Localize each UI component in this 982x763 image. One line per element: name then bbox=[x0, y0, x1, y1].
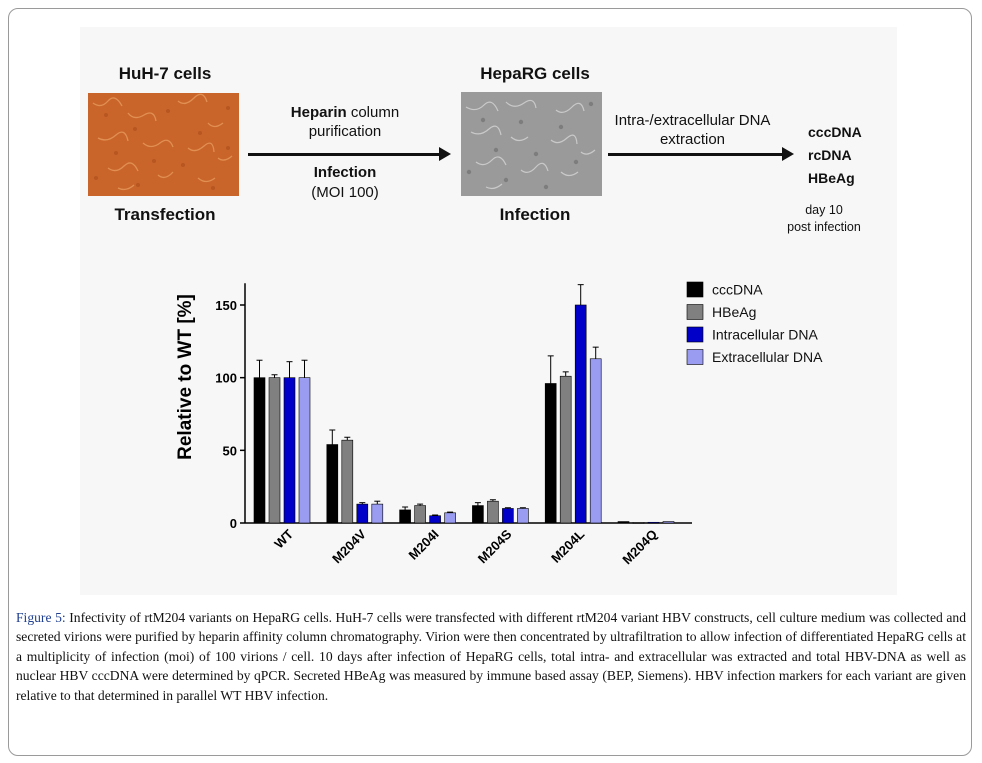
y-tick-label: 50 bbox=[223, 443, 237, 458]
x-tick-label: WT bbox=[271, 526, 296, 551]
bar-extracellular-dna bbox=[371, 503, 384, 524]
step1-line3: Infection bbox=[313, 164, 377, 181]
heparg-micrograph bbox=[461, 92, 602, 196]
x-tick-label: M204S bbox=[475, 526, 515, 566]
huh7-micrograph bbox=[88, 93, 239, 196]
y-tick-label: 150 bbox=[215, 298, 237, 313]
timepoint-line1: day 10 bbox=[805, 203, 843, 217]
x-tick-label: M204I bbox=[406, 527, 442, 563]
output-rcdna: rcDNA bbox=[808, 147, 852, 163]
bar-cccdna bbox=[399, 509, 411, 524]
bar-extracellular-dna bbox=[298, 377, 311, 524]
bar-cccdna bbox=[253, 377, 266, 524]
output-hbeag: HBeAg bbox=[808, 170, 855, 186]
y-axis-label: Relative to WT [%] bbox=[175, 294, 196, 460]
output-cccdna: cccDNA bbox=[808, 124, 862, 140]
step1-line2: purification bbox=[308, 123, 382, 140]
legend-swatch bbox=[686, 326, 704, 343]
legend-swatch bbox=[686, 281, 704, 298]
bar-intracellular-dna bbox=[356, 503, 369, 524]
caption-text: Infectivity of rtM204 variants on HepaRG… bbox=[16, 610, 966, 703]
legend-label: Intracellular DNA bbox=[712, 327, 818, 343]
bar-extracellular-dna bbox=[662, 521, 675, 524]
bar-intracellular-dna bbox=[574, 304, 587, 524]
bar-hbeag bbox=[632, 522, 645, 524]
bar-intracellular-dna bbox=[283, 377, 296, 524]
step1-line4: (MOI 100) bbox=[311, 184, 379, 201]
arrow-right-icon bbox=[248, 147, 451, 161]
legend-swatch bbox=[686, 349, 704, 365]
legend-label: HBeAg bbox=[712, 304, 756, 320]
huh7-title: HuH-7 cells bbox=[118, 64, 212, 83]
bar-extracellular-dna bbox=[444, 512, 456, 524]
y-tick-label: 0 bbox=[230, 516, 237, 531]
x-tick-label: M204Q bbox=[619, 527, 660, 568]
x-tick-label: M204L bbox=[548, 526, 587, 565]
caption-label: Figure 5: bbox=[16, 610, 66, 625]
arrow-right-icon bbox=[608, 147, 794, 161]
legend-label: Extracellular DNA bbox=[712, 349, 823, 365]
bar-hbeag bbox=[487, 500, 499, 524]
bar-cccdna bbox=[326, 444, 339, 524]
figure-caption: Figure 5: Infectivity of rtM204 variants… bbox=[16, 608, 966, 705]
x-tick-label: M204V bbox=[329, 526, 369, 566]
legend-swatch bbox=[686, 304, 704, 320]
bar-hbeag bbox=[414, 505, 426, 524]
heparg-label: Infection bbox=[499, 205, 571, 224]
bar-chart: 0 50 100 150 Relative to WT [%] WT M204V M204I M… bbox=[175, 281, 823, 568]
bar-intracellular-dna bbox=[647, 521, 660, 524]
y-tick-label: 100 bbox=[215, 371, 237, 386]
bar-intracellular-dna bbox=[502, 508, 514, 524]
step2-line1: Intra-/extracellular DNA bbox=[614, 112, 771, 129]
bar-hbeag bbox=[559, 375, 572, 524]
step2-line2: extraction bbox=[659, 131, 726, 148]
timepoint-line2: post infection bbox=[787, 220, 861, 234]
heparg-title: HepaRG cells bbox=[480, 64, 590, 83]
legend-label: cccDNA bbox=[712, 282, 763, 298]
bar-hbeag bbox=[341, 439, 354, 524]
bar-hbeag bbox=[268, 377, 281, 524]
bar-extracellular-dna bbox=[517, 508, 529, 524]
bar-cccdna bbox=[472, 505, 484, 524]
step1-line1: Heparin column bbox=[290, 104, 400, 121]
bar-cccdna bbox=[617, 521, 630, 524]
bar-intracellular-dna bbox=[429, 515, 441, 524]
bar-extracellular-dna bbox=[589, 358, 602, 524]
huh7-label: Transfection bbox=[114, 205, 216, 224]
bar-cccdna bbox=[544, 383, 557, 524]
